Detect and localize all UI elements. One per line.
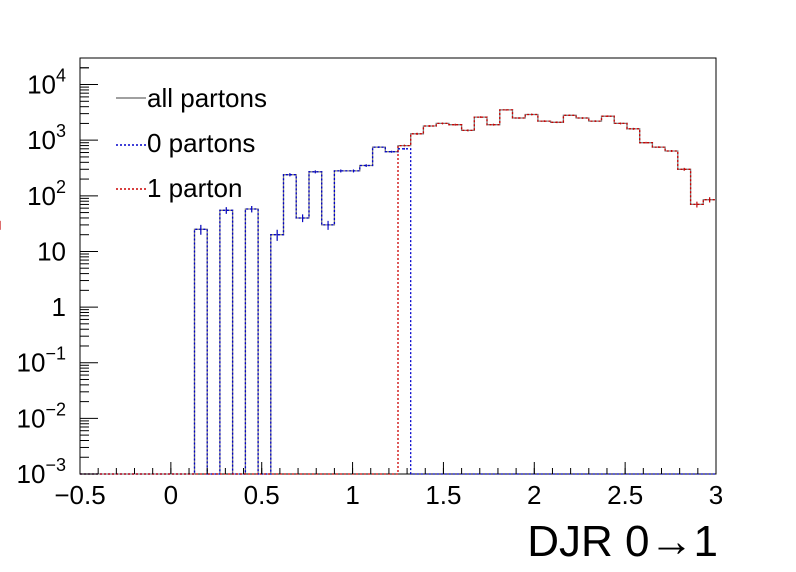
series-layer (0, 109, 716, 475)
y-tick-label: 1 (52, 292, 66, 322)
axis-layer: −0.5 0 0.5 1 1.5 2 2.5 3 10−3 10−2 10−1 1 10 102 103 10… (17, 66, 724, 510)
y-tick-label: 10−1 (17, 344, 66, 378)
x-tick-label: −0.5 (54, 480, 105, 510)
legend-label-all-partons: all partons (147, 83, 267, 113)
histogram-1-parton (80, 109, 716, 475)
legend-label-1-parton: 1 parton (147, 173, 242, 203)
legend: all partons 0 partons 1 parton (116, 83, 267, 203)
x-tick-label: 3 (709, 480, 723, 510)
legend-label-0-partons: 0 partons (147, 128, 255, 158)
x-axis-title: DJR 0→1 (527, 517, 718, 566)
y-tick-label: 10 (37, 236, 66, 266)
x-tick-label: 1 (345, 480, 359, 510)
x-tick-label: 1.5 (425, 480, 461, 510)
y-tick-label: 10−3 (17, 455, 66, 489)
y-tick-label: 102 (27, 177, 66, 211)
x-tick-label: 2 (527, 480, 541, 510)
y-tick-label: 10−2 (17, 399, 66, 433)
x-tick-label: 0.5 (244, 480, 280, 510)
x-tick-label: 0 (164, 480, 178, 510)
y-tick-label: 104 (27, 66, 66, 100)
x-tick-label: 2.5 (607, 480, 643, 510)
y-tick-label: 103 (27, 121, 66, 155)
